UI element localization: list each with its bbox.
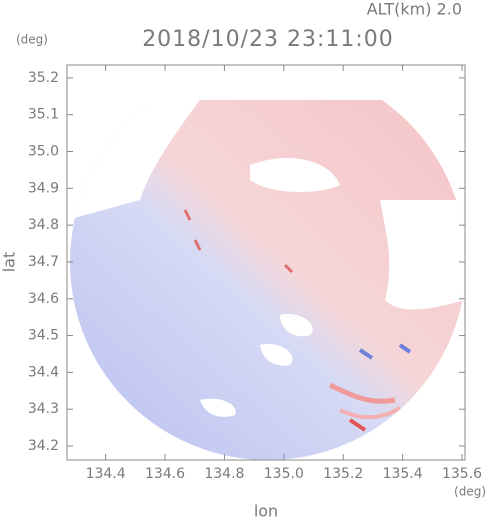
altitude-label: ALT(km) 2.0: [367, 0, 462, 19]
y-tick-label: 35.1: [28, 107, 59, 123]
x-tick-label: 135.6: [442, 466, 482, 482]
y-tick-label: 34.2: [28, 438, 59, 454]
y-unit: (deg): [16, 33, 48, 47]
x-tick-label: 135.4: [383, 466, 423, 482]
y-tick-label: 34.7: [28, 254, 59, 270]
y-tick-label: 35.2: [28, 70, 59, 86]
y-tick-label: 35.0: [28, 144, 59, 160]
x-tick-label: 134.6: [145, 466, 185, 482]
y-tick-label: 34.9: [28, 180, 59, 196]
x-tick-label: 134.4: [86, 466, 126, 482]
y-axis-label: lat: [0, 252, 19, 273]
y-tick-label: 34.5: [28, 328, 59, 344]
x-tick-label: 135.2: [323, 466, 363, 482]
y-tick-label: 34.4: [28, 364, 59, 380]
x-axis-label: lon: [254, 502, 278, 521]
y-tick-label: 34.8: [28, 217, 59, 233]
chart-title: 2018/10/23 23:11:00: [142, 27, 394, 52]
y-tick-label: 34.3: [28, 401, 59, 417]
radar-field: [70, 100, 465, 460]
plot-frame: [66, 64, 466, 461]
x-unit: (deg): [454, 485, 486, 499]
x-tick-label: 134.8: [204, 466, 244, 482]
y-tick-label: 34.6: [28, 291, 59, 307]
x-tick-label: 135.0: [264, 466, 304, 482]
